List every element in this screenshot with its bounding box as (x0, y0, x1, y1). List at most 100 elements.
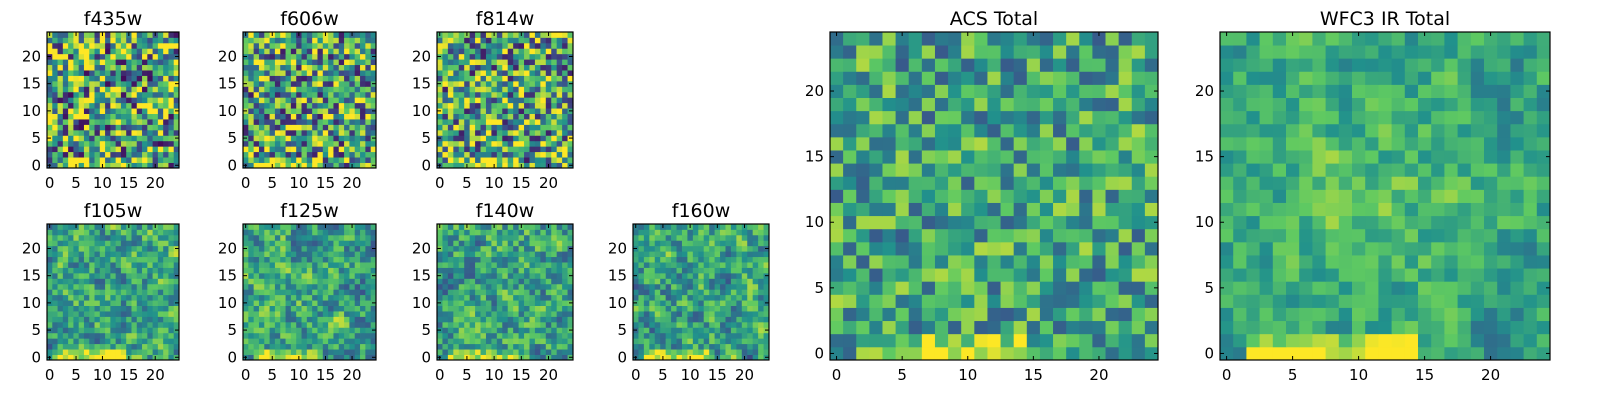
heatmap-cell (290, 157, 297, 163)
heatmap-cell (987, 163, 1001, 177)
heatmap-cell (94, 289, 101, 296)
heatmap-cell (437, 229, 443, 236)
heatmap-cell (1092, 281, 1106, 295)
heatmap-cell (306, 42, 313, 49)
heatmap-cell (52, 113, 58, 120)
heatmap-cell (73, 294, 80, 301)
heatmap-cell (961, 202, 975, 217)
heatmap-cell (698, 267, 705, 274)
heatmap-cell (464, 229, 471, 236)
heatmap-cell (126, 70, 132, 76)
heatmap-cell (52, 289, 58, 296)
heatmap-cell (974, 333, 988, 348)
heatmap-cells (830, 32, 1159, 361)
heatmap-cell (507, 278, 514, 285)
heatmap-cell (142, 129, 148, 136)
heatmap-cell (94, 129, 101, 136)
heatmap-cell (52, 240, 58, 247)
heatmap-cell (908, 346, 923, 361)
heatmap-cell (47, 332, 53, 339)
heatmap-cell (649, 229, 656, 236)
heatmap-cell (502, 119, 509, 125)
heatmap-cell (147, 272, 153, 279)
heatmap-cell (243, 151, 249, 158)
heatmap-cell (83, 234, 90, 241)
heatmap-cell (157, 86, 164, 93)
heatmap-cell (507, 240, 514, 247)
heatmap-cell (274, 124, 281, 131)
heatmap-cell (948, 163, 962, 177)
heatmap-cell (258, 278, 265, 285)
heatmap-cell (264, 289, 270, 296)
heatmap-cell (317, 32, 324, 38)
heatmap-cell (317, 267, 324, 274)
heatmap-cell (534, 32, 541, 38)
heatmap-cell (524, 300, 530, 306)
heatmap-cell (120, 37, 127, 44)
heatmap-cell (280, 124, 286, 131)
heatmap-cell (173, 305, 180, 312)
heatmap-cell (720, 332, 726, 339)
heatmap-cell (115, 262, 122, 268)
heatmap-cell (370, 48, 377, 55)
heatmap-cell (269, 157, 276, 163)
heatmap-cell (529, 245, 536, 252)
heatmap-cell (354, 343, 361, 350)
heatmap-cell (306, 151, 313, 158)
heatmap-cell (491, 53, 498, 60)
heatmap-cell (312, 289, 318, 296)
heatmap-cell (464, 278, 471, 285)
heatmap-cell (453, 59, 460, 66)
heatmap-cell (301, 119, 308, 125)
heatmap-cell (131, 343, 138, 350)
heatmap-cell (301, 113, 308, 120)
heatmap-cell (758, 229, 764, 236)
heatmap-cell (89, 140, 95, 147)
heatmap-cell (1039, 294, 1054, 308)
heatmap-cell (1013, 228, 1028, 243)
heatmap-cell (491, 316, 498, 323)
y-tick-label: 0 (617, 348, 627, 366)
heatmap-cell (115, 53, 122, 60)
heatmap-cell (57, 129, 64, 136)
heatmap-cell (328, 283, 334, 290)
heatmap-cell (1131, 307, 1146, 322)
heatmap-cell (333, 256, 340, 263)
heatmap-cell (692, 294, 699, 301)
heatmap-cell (78, 129, 85, 136)
heatmap-cell (253, 140, 260, 147)
heatmap-cell (485, 311, 492, 317)
heatmap-cell (464, 59, 471, 66)
heatmap-cell (529, 151, 536, 158)
heatmap-cell (94, 327, 101, 334)
heatmap-cell (163, 267, 169, 274)
heatmap-cell (518, 129, 525, 136)
heatmap-cell (447, 162, 454, 169)
heatmap-cell (120, 135, 127, 142)
heatmap-cell (338, 234, 345, 241)
heatmap-cell (47, 229, 53, 236)
heatmap-cell (551, 135, 558, 142)
heatmap-cell (974, 346, 988, 361)
heatmap-cell (83, 42, 90, 49)
heatmap-cell (437, 97, 443, 104)
heatmap-cell (290, 59, 297, 66)
heatmap-cell (1066, 281, 1080, 295)
heatmap-cell (354, 157, 361, 163)
heatmap-cell (365, 102, 372, 109)
heatmap-cell (741, 311, 748, 317)
heatmap-cell (370, 42, 377, 49)
heatmap-cell (567, 316, 574, 323)
x-tick-label: 0 (435, 366, 445, 384)
heatmap-cell (480, 256, 487, 263)
heatmap-cell (524, 338, 530, 345)
heatmap-cell (157, 224, 164, 230)
heatmap-cell (638, 262, 645, 268)
heatmap-cell (730, 267, 737, 274)
heatmap-cell (365, 321, 372, 328)
heatmap-cell (52, 48, 58, 55)
heatmap-cell (671, 224, 677, 230)
heatmap-cell (730, 354, 737, 361)
heatmap-cell (243, 42, 249, 49)
heatmap-cell (338, 32, 345, 38)
